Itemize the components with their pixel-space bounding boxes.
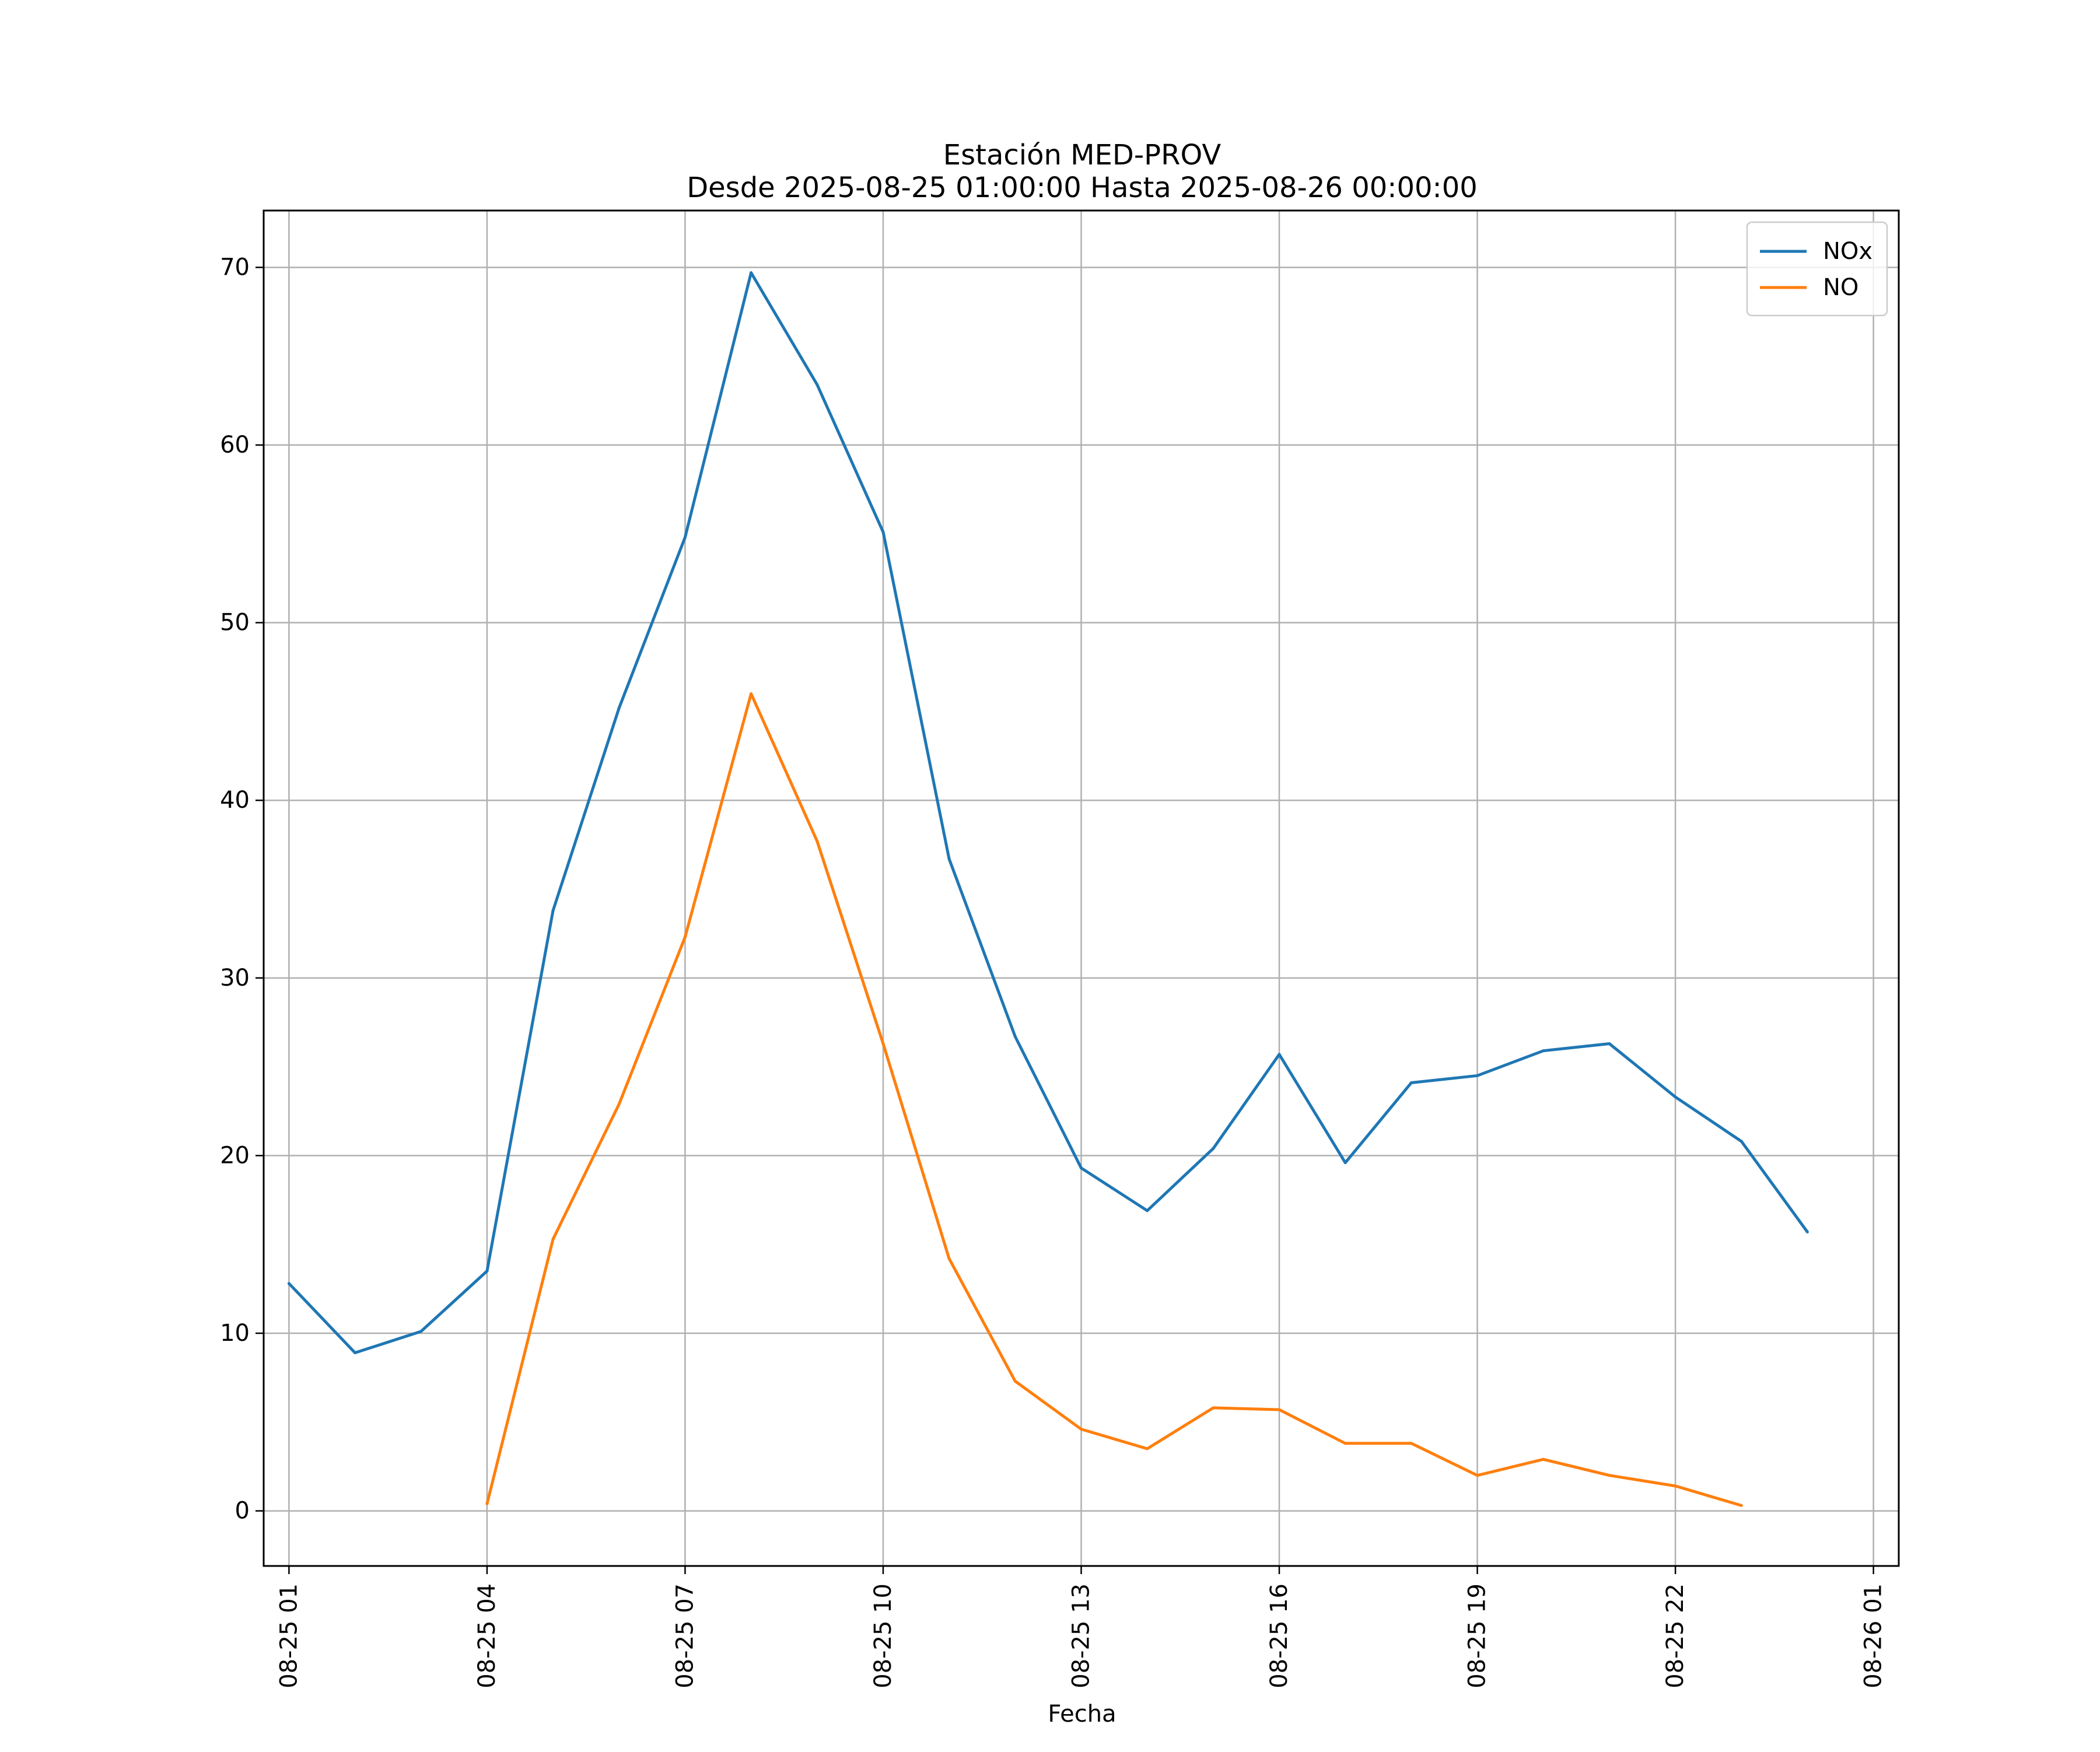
x-tick-label: 08-25 01 [275, 1583, 302, 1688]
x-axis-label: Fecha [1048, 1701, 1116, 1728]
data-point-no [1476, 1474, 1479, 1477]
y-axis: 0 10 20 30 40 50 60 70 [220, 254, 264, 1525]
x-tick-label: 08-25 10 [870, 1583, 897, 1688]
x-tick-label: 08-25 22 [1662, 1583, 1689, 1688]
y-tick-label: 20 [220, 1142, 250, 1169]
y-tick-label: 50 [220, 609, 250, 636]
data-point-no [1278, 1408, 1281, 1411]
x-tick-label: 08-25 07 [671, 1583, 698, 1688]
data-point-no [1409, 1442, 1413, 1445]
x-tick-label: 08-25 16 [1266, 1583, 1293, 1688]
data-point-no [1740, 1504, 1743, 1507]
series-line-nox [288, 271, 1809, 1354]
data-point-no [881, 1042, 885, 1045]
data-point-no [485, 1502, 489, 1505]
x-tick-label: 08-25 19 [1464, 1583, 1491, 1688]
data-point-no [1608, 1474, 1611, 1477]
data-point-no [1212, 1406, 1215, 1410]
data-point-nox [485, 1269, 489, 1273]
data-point-nox [1080, 1166, 1083, 1170]
grid [264, 211, 1899, 1566]
data-point-nox [1013, 1035, 1017, 1038]
data-point-nox [1674, 1095, 1677, 1099]
data-point-nox [617, 706, 621, 710]
data-point-no [551, 1238, 555, 1241]
y-tick-label: 40 [220, 787, 250, 814]
data-point-nox [1740, 1140, 1743, 1143]
series-line-no [485, 692, 1742, 1507]
series-layer [287, 271, 1809, 1507]
data-point-nox [750, 271, 753, 275]
x-tick-label: 08-26 01 [1860, 1583, 1887, 1688]
data-point-no [1146, 1447, 1149, 1450]
data-point-no [947, 1257, 951, 1260]
data-point-nox [1343, 1161, 1347, 1165]
y-tick-label: 0 [235, 1498, 250, 1525]
data-point-no [750, 692, 753, 695]
data-point-no [1542, 1457, 1545, 1461]
data-point-nox [1212, 1147, 1215, 1150]
legend: NOx NO [1746, 221, 1888, 317]
y-tick-label: 30 [220, 965, 250, 991]
data-point-no [1080, 1428, 1083, 1431]
data-point-nox [1608, 1042, 1611, 1045]
y-tick-label: 10 [220, 1320, 250, 1347]
data-point-nox [287, 1282, 290, 1285]
data-point-no [617, 1102, 621, 1106]
data-point-nox [419, 1330, 423, 1333]
data-point-no [816, 839, 819, 843]
x-tick-label: 08-25 04 [474, 1583, 501, 1688]
data-point-nox [551, 909, 555, 912]
legend-box [1746, 221, 1888, 317]
data-point-no [683, 935, 687, 939]
legend-label-nox: NOx [1823, 238, 1873, 265]
data-point-nox [947, 857, 951, 861]
data-point-no [1343, 1442, 1347, 1445]
x-axis: 08-25 01 08-25 04 08-25 07 08-25 10 08-25 13… [275, 1566, 1887, 1688]
data-point-nox [1278, 1053, 1281, 1056]
data-point-no [1674, 1484, 1677, 1488]
data-point-no [1013, 1379, 1017, 1383]
data-point-nox [816, 383, 819, 386]
chart-subtitle: Desde 2025-08-25 01:00:00 Hasta 2025-08-… [687, 171, 1478, 204]
data-point-nox [354, 1351, 357, 1354]
data-point-nox [1409, 1081, 1413, 1084]
data-point-nox [683, 535, 687, 539]
data-point-nox [1146, 1209, 1149, 1213]
data-point-nox [1805, 1230, 1809, 1234]
x-tick-label: 08-25 13 [1068, 1583, 1095, 1688]
y-tick-label: 60 [220, 432, 250, 458]
legend-label-no: NO [1823, 274, 1859, 301]
chart-title: Estación MED-PROV [943, 139, 1222, 171]
data-point-nox [1542, 1049, 1545, 1053]
y-tick-label: 70 [220, 254, 250, 281]
data-point-nox [1476, 1074, 1479, 1077]
data-point-nox [881, 530, 885, 534]
